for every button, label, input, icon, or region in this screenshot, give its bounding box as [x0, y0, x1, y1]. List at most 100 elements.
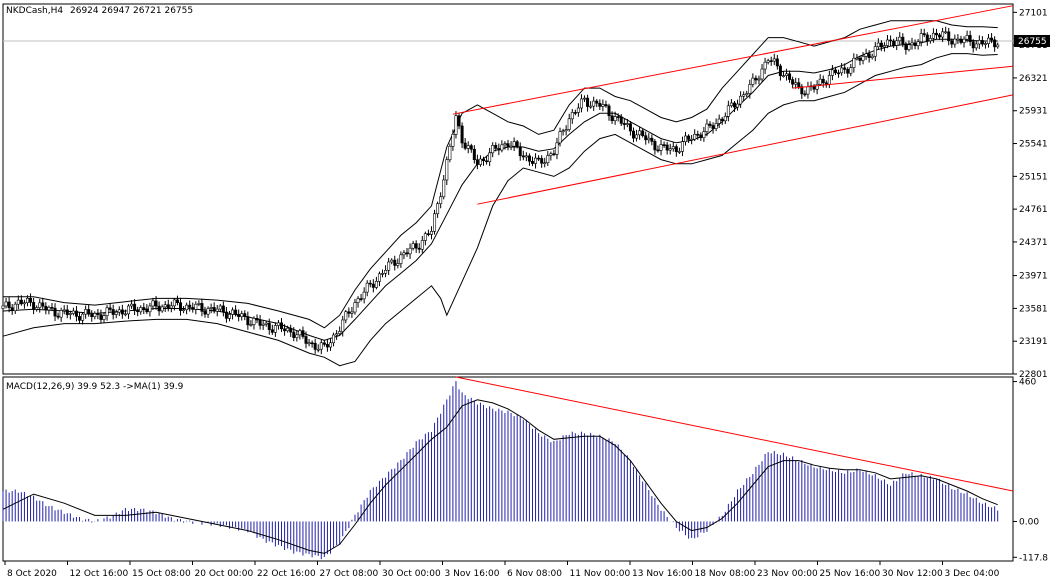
candle-body — [662, 144, 666, 146]
candle-body — [139, 307, 143, 313]
candle-body — [448, 145, 452, 161]
candle-body — [381, 272, 385, 275]
candle-body — [852, 57, 856, 68]
candle-body — [687, 135, 691, 140]
candle-body — [264, 322, 268, 325]
candle-body — [179, 302, 183, 311]
time-tick-label: 8 Oct 2020 — [7, 569, 57, 579]
candle-body — [307, 342, 311, 345]
candle-body — [754, 77, 758, 81]
candle-body — [726, 105, 730, 117]
candle-body — [515, 141, 519, 147]
candle-body — [833, 69, 837, 74]
ohlc-label: 26924 26947 26721 26755 — [70, 6, 193, 16]
candle-body — [644, 135, 648, 141]
candle-body — [7, 301, 11, 308]
candle-body — [543, 162, 547, 165]
candle-body — [221, 305, 225, 313]
candle-body — [882, 45, 886, 48]
candle-body — [561, 130, 565, 133]
macd-pane-frame — [2, 376, 1014, 562]
candle-body — [405, 252, 409, 255]
candle-body — [567, 118, 571, 130]
candle-body — [996, 44, 1000, 48]
candle-body — [720, 118, 724, 122]
candle-body — [987, 37, 991, 44]
candle-body — [289, 327, 293, 333]
candle-body — [622, 123, 626, 125]
candle-body — [742, 94, 746, 97]
time-axis: 8 Oct 2020 12 Oct 16:00 15 Oct 08:00 20 Oct… — [4, 561, 1000, 579]
candle-body — [913, 42, 917, 47]
candle-body — [766, 60, 770, 63]
candle-body — [231, 309, 235, 315]
candle-body — [322, 342, 326, 345]
candle-body — [273, 325, 277, 333]
price-tick-label: 25541 — [1019, 140, 1048, 150]
candle-body — [224, 311, 228, 319]
time-tick-label: 15 Oct 08:00 — [132, 569, 191, 579]
candle-body — [59, 310, 63, 318]
candle-body — [638, 130, 642, 136]
candle-body — [436, 203, 440, 215]
candle-body — [4, 301, 8, 307]
macd-tick-label: 0.00 — [1019, 517, 1039, 527]
candle-body — [518, 146, 522, 157]
candle-body — [350, 311, 354, 314]
candle-body — [840, 67, 844, 74]
candle-body — [105, 307, 109, 316]
candle-body — [714, 123, 718, 129]
candle-body — [417, 247, 421, 250]
candle-body — [485, 160, 489, 163]
candle-body — [641, 130, 645, 136]
candle-body — [916, 41, 920, 47]
candle-body — [117, 309, 121, 313]
candle-body — [270, 329, 274, 333]
candle-body — [396, 263, 400, 266]
candle-body — [772, 58, 776, 62]
candle-body — [586, 97, 590, 107]
candle-body — [723, 116, 727, 122]
candle-body — [497, 148, 501, 151]
candle-body — [478, 158, 482, 165]
candle-body — [705, 123, 709, 132]
candle-body — [114, 311, 118, 315]
price-tick-label: 26321 — [1019, 74, 1048, 84]
candle-body — [739, 95, 743, 105]
candle-body — [938, 34, 942, 38]
candle-body — [133, 303, 137, 311]
candle-body — [353, 302, 357, 313]
candle-body — [604, 104, 608, 107]
candle-body — [332, 334, 336, 344]
candle-body — [583, 97, 587, 100]
candle-body — [463, 142, 467, 149]
candle-body — [414, 243, 418, 249]
macd-signal-line — [2, 399, 998, 554]
candle-body — [711, 125, 715, 129]
candle-body — [433, 213, 437, 232]
candle-body — [50, 307, 54, 309]
candle-body — [775, 58, 779, 67]
candle-body — [653, 141, 657, 151]
candle-body — [280, 322, 284, 330]
candle-body — [781, 75, 785, 77]
macd-tick-label: -117.8 — [1019, 553, 1048, 563]
channel-trendline — [792, 65, 1014, 89]
candle-body — [595, 100, 599, 104]
candle-body — [696, 133, 700, 136]
candle-body — [980, 40, 984, 45]
candle-body — [671, 146, 675, 150]
bollinger-upper — [3, 20, 998, 329]
candle-body — [38, 302, 42, 308]
candle-body — [922, 33, 926, 36]
candle-body — [286, 327, 290, 332]
candle-body — [90, 313, 94, 318]
current-price-marker — [1014, 35, 1050, 48]
price-tick-label: 24761 — [1019, 205, 1048, 215]
candle-body — [684, 135, 688, 142]
candle-body — [411, 243, 415, 249]
time-tick-label: 18 Nov 08:00 — [695, 569, 756, 579]
candle-body — [215, 308, 219, 312]
candle-body — [335, 333, 339, 336]
